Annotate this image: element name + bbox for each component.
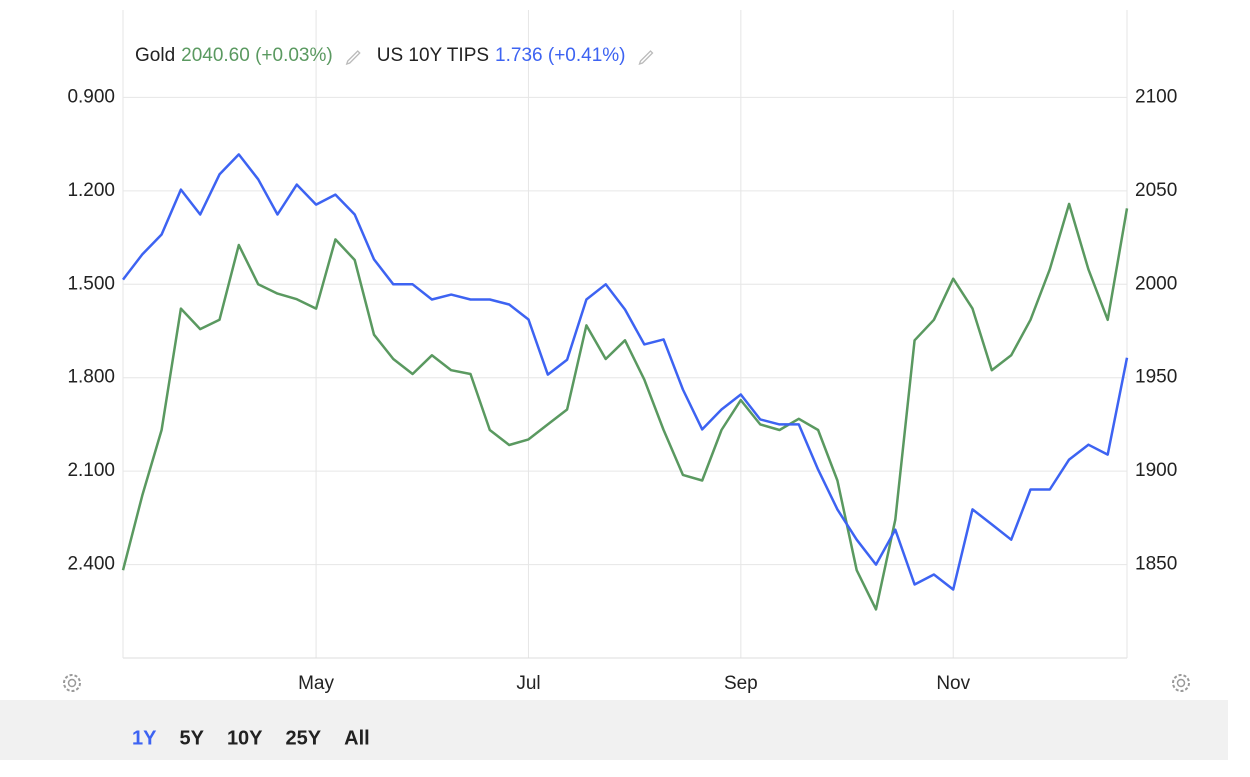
x-tick-label: Jul <box>516 673 540 694</box>
y-tick-label: 1.800 <box>67 367 115 388</box>
y-tick-label: 1.200 <box>67 180 115 201</box>
range-button[interactable]: 5Y <box>179 727 204 749</box>
line-series <box>121 202 1129 611</box>
y2-tick-label: 2050 <box>1135 180 1177 201</box>
x-tick-label: Nov <box>936 673 970 694</box>
line-series <box>122 153 1129 591</box>
y-tick-label: 2.100 <box>67 460 115 481</box>
legend-value: 1.736 (+0.41%) <box>495 45 625 66</box>
x-tick-label: May <box>298 673 334 694</box>
y-tick-label: 1.500 <box>67 273 115 294</box>
legend-name: Gold <box>135 45 175 66</box>
y-tick-label: 0.900 <box>67 86 115 107</box>
edit-icon <box>638 50 654 66</box>
range-button[interactable]: 10Y <box>227 727 263 749</box>
settings-icon[interactable] <box>1172 674 1190 692</box>
edit-icon <box>345 50 361 66</box>
legend-value: 2040.60 (+0.03%) <box>181 45 333 66</box>
range-bar <box>0 700 1228 760</box>
y-tick-label: 2.400 <box>67 554 115 575</box>
y2-tick-label: 1950 <box>1135 367 1177 388</box>
y2-tick-label: 1900 <box>1135 460 1177 481</box>
range-button[interactable]: 1Y <box>132 727 157 749</box>
y2-tick-label: 1850 <box>1135 554 1177 575</box>
range-button[interactable]: 25Y <box>286 727 322 749</box>
y2-tick-label: 2000 <box>1135 273 1177 294</box>
y2-tick-label: 2100 <box>1135 86 1177 107</box>
range-button[interactable]: All <box>344 727 370 749</box>
settings-icon[interactable] <box>63 674 81 692</box>
legend-name: US 10Y TIPS <box>377 45 489 66</box>
x-tick-label: Sep <box>724 673 758 694</box>
